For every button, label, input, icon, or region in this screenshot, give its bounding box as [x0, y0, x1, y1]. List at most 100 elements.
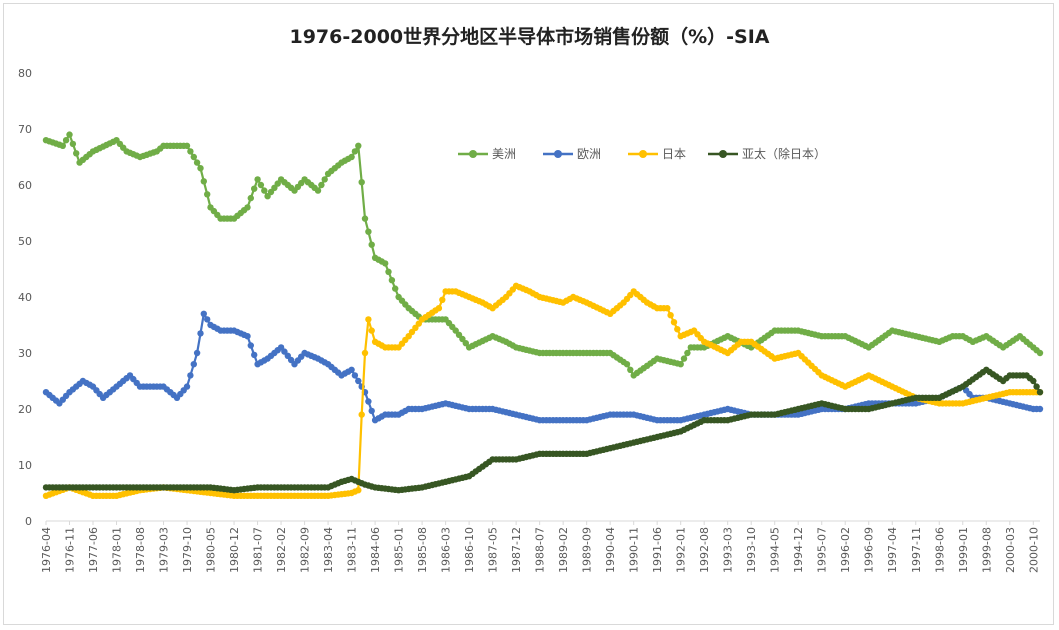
x-tick-label: 1996-02 [839, 527, 852, 573]
data-point [247, 194, 254, 202]
data-point [351, 372, 359, 379]
x-tick-label: 1985-08 [416, 527, 429, 573]
x-tick-label: 1979-03 [158, 527, 171, 573]
x-tick-label: 1989-09 [581, 527, 594, 573]
data-point [388, 277, 396, 284]
series-3 [42, 366, 1044, 494]
x-tick-label: 1990-11 [628, 527, 641, 573]
data-point [667, 312, 674, 319]
data-point [365, 228, 372, 235]
x-tick-label: 1981-07 [252, 527, 265, 573]
data-point [1036, 349, 1044, 357]
data-point [1036, 405, 1044, 413]
data-point [66, 131, 73, 138]
data-point [365, 316, 372, 323]
data-point [314, 187, 322, 194]
legend-item: 亚太（除日本） [708, 146, 826, 161]
data-point [1030, 377, 1037, 385]
x-tick-label: 1976-04 [40, 527, 53, 573]
x-tick-label: 1990-04 [604, 527, 617, 573]
data-point [664, 305, 671, 312]
data-point [251, 185, 258, 192]
legend-item: 日本 [628, 147, 686, 161]
x-tick-label: 1993-10 [745, 527, 758, 573]
axes: 0 10 20 30 40 50 60 70 80 1976-04 1976-11 1977-06 19… [18, 67, 1040, 573]
data-point [382, 260, 389, 267]
data-point [385, 268, 392, 275]
data-point [355, 377, 362, 385]
data-point [257, 181, 265, 189]
y-tick-label: 30 [18, 347, 32, 360]
x-tick-label: 1987-05 [487, 527, 500, 573]
series-0 [42, 131, 1044, 379]
data-point [247, 342, 254, 349]
data-point [197, 165, 204, 172]
x-tick-label: 1979-10 [181, 527, 194, 573]
data-point [204, 191, 211, 198]
data-point [358, 411, 365, 418]
data-point [368, 241, 375, 248]
data-point [187, 148, 194, 155]
data-point [197, 330, 204, 337]
x-tick-label: 1982-09 [299, 527, 312, 573]
x-tick-label: 2000-03 [1004, 527, 1017, 573]
chart-title: 1976-2000世界分地区半导体市场销售份额（%）-SIA [289, 26, 770, 48]
legend-label: 亚太（除日本） [742, 146, 826, 161]
data-point [204, 316, 211, 323]
y-tick-label: 20 [18, 403, 32, 416]
data-point [351, 148, 359, 155]
data-point [358, 179, 365, 186]
data-point [355, 142, 362, 149]
data-point [680, 355, 688, 362]
data-point [193, 349, 201, 357]
series-line [45, 132, 1041, 377]
data-point [435, 305, 443, 312]
legend-marker [719, 150, 727, 158]
x-tick-label: 1982-02 [275, 527, 288, 573]
x-tick-label: 1983-04 [322, 527, 335, 573]
data-point [190, 153, 197, 161]
legend-label: 日本 [662, 147, 686, 161]
y-tick-label: 60 [18, 179, 32, 192]
data-point [348, 366, 355, 373]
legend-marker [469, 150, 477, 158]
data-point [392, 285, 399, 292]
series-layer [42, 131, 1044, 499]
legend: 美洲 欧洲 日本 亚太（除日本） [458, 146, 826, 161]
x-tick-label: 1993-03 [722, 527, 735, 573]
legend-item: 欧洲 [543, 147, 601, 161]
x-tick-label: 1992-08 [698, 527, 711, 573]
legend-marker [639, 150, 647, 158]
data-point [69, 140, 77, 148]
series-1 [42, 310, 1044, 424]
data-point [355, 487, 362, 494]
data-point [254, 176, 261, 183]
x-tick-label: 1977-06 [87, 527, 100, 573]
x-tick-label: 1998-06 [933, 527, 946, 573]
data-point [62, 137, 70, 144]
y-tick-label: 70 [18, 123, 32, 136]
legend-label: 美洲 [492, 147, 516, 161]
data-point [368, 407, 375, 415]
data-point [200, 310, 207, 317]
data-point [318, 181, 325, 189]
x-tick-label: 1980-12 [228, 527, 241, 573]
x-tick-label: 1989-02 [557, 527, 570, 573]
data-point [368, 327, 375, 334]
x-tick-label: 1985-01 [393, 527, 406, 573]
data-point [627, 366, 634, 373]
y-tick-label: 40 [18, 291, 32, 304]
legend-item: 美洲 [458, 147, 516, 161]
data-point [200, 178, 207, 185]
data-point [670, 319, 678, 326]
data-point [261, 187, 268, 194]
data-point [244, 204, 251, 211]
series-line [45, 284, 1040, 497]
data-point [361, 349, 369, 357]
x-tick-label: 1986-10 [463, 527, 476, 573]
y-tick-label: 10 [18, 459, 32, 472]
x-tick-label: 1996-09 [863, 527, 876, 573]
data-point [348, 153, 355, 161]
data-point [193, 159, 201, 166]
